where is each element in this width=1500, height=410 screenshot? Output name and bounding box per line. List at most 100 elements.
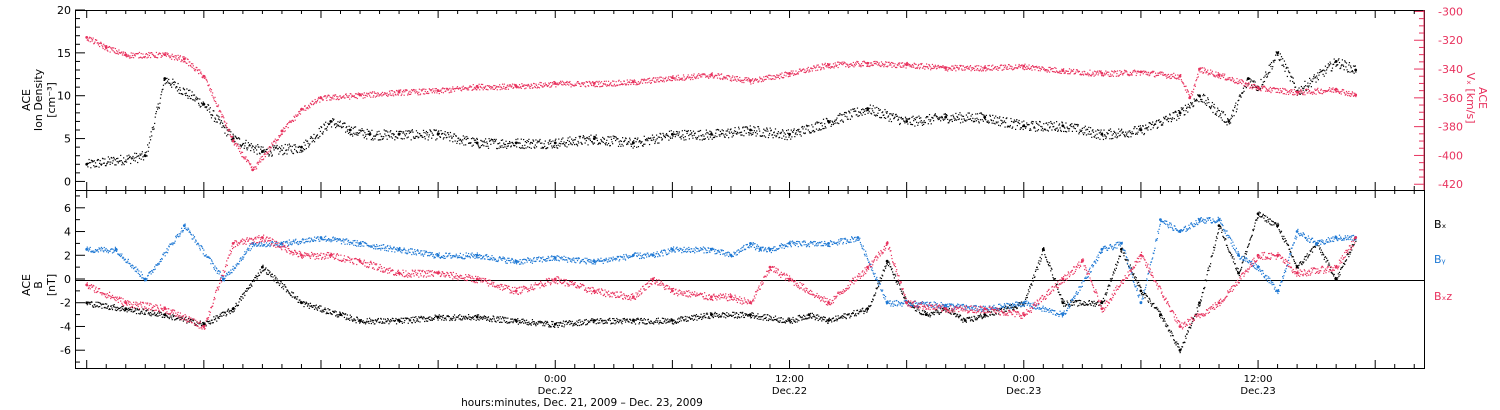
vx-series-dot — [1351, 91, 1353, 93]
vx-series-dot — [530, 83, 532, 85]
vx-series-dot — [1301, 91, 1303, 93]
vx-series-dot — [592, 81, 594, 83]
ion-density-series-dot — [896, 115, 898, 117]
vx-series-dot — [979, 69, 981, 72]
ion-density-series-dot — [949, 119, 952, 121]
ion-density-series-dot — [1085, 129, 1087, 131]
ion-density-series-dot — [506, 147, 508, 149]
vx-series-dot — [544, 82, 546, 84]
vx-series-dot — [476, 89, 478, 91]
vx-series-dot — [180, 60, 182, 63]
vx-series-dot — [1020, 65, 1023, 67]
vx-series-dot — [979, 68, 982, 70]
vx-series-dot — [420, 89, 422, 91]
ion-density-series-dot — [172, 81, 175, 83]
vx-series-dot — [422, 88, 424, 90]
vx-series-dot — [911, 66, 913, 68]
vx-series-dot — [496, 89, 498, 91]
vx-series-dot — [263, 158, 265, 160]
vx-series-dot — [629, 79, 631, 81]
ion-density-series-dot — [130, 157, 132, 159]
ion-density-series-dot — [1009, 126, 1011, 128]
ion-density-series-dot — [889, 118, 891, 120]
vx-series-dot — [1203, 67, 1205, 69]
vx-series-dot — [1331, 91, 1333, 93]
vx-series-dot — [647, 78, 649, 80]
vx-series-dot — [405, 90, 407, 92]
bx-series-dot — [145, 310, 148, 312]
ion-density-series-dot — [1176, 119, 1178, 121]
ion-density-series-dot — [1207, 98, 1209, 101]
ion-density-series-dot — [1065, 122, 1067, 124]
vx-series-dot — [596, 85, 599, 88]
ion-density-series-point — [1354, 68, 1358, 72]
ion-density-series-dot — [930, 119, 932, 121]
ion-density-series-point — [905, 120, 909, 123]
ion-density-series-dot — [110, 161, 112, 163]
ion-density-series-dot — [1243, 90, 1245, 92]
ion-density-series-dot — [595, 136, 597, 139]
ion-density-series-dot — [996, 117, 999, 119]
vx-series-dot — [1240, 79, 1242, 81]
vx-series-dot — [1260, 90, 1262, 92]
ion-density-series-dot — [1030, 122, 1033, 124]
vx-series-dot — [1134, 71, 1136, 73]
ion-density-series-dot — [596, 137, 598, 139]
ion-density-series-dot — [701, 139, 703, 141]
vx-series-dot — [1258, 87, 1260, 89]
ion-density-series-dot — [404, 135, 406, 137]
vx-series-dot — [140, 52, 142, 55]
ion-density-series-dot — [458, 139, 460, 141]
vx-series-dot — [913, 66, 915, 68]
ion-density-series-dot — [135, 152, 138, 155]
vx-series-dot — [574, 83, 576, 85]
top-left-tick-label: 0 — [64, 175, 71, 188]
vx-series-dot — [1279, 92, 1281, 94]
vx-series-dot — [496, 85, 498, 88]
ion-density-series-dot — [1262, 81, 1264, 83]
ion-density-series-dot — [933, 120, 935, 122]
ion-density-series-dot — [780, 131, 782, 133]
ion-density-series-dot — [1068, 130, 1070, 132]
vx-series-dot — [1227, 77, 1229, 79]
ion-density-series-dot — [651, 139, 653, 142]
vx-series-dot — [223, 117, 225, 119]
vx-series-dot — [1182, 82, 1184, 84]
ion-density-series-dot — [332, 119, 334, 121]
ion-density-series-dot — [822, 128, 824, 130]
ion-density-series-dot — [138, 155, 140, 157]
ion-density-series-dot — [745, 132, 747, 134]
vx-series-dot — [596, 80, 598, 83]
vx-series-dot — [308, 104, 310, 106]
ion-density-series-dot — [1269, 71, 1271, 74]
vx-series-dot — [1197, 76, 1199, 78]
vx-series-dot — [531, 84, 533, 86]
ion-density-series-dot — [194, 100, 196, 102]
ion-density-series-dot — [1273, 61, 1275, 63]
ion-density-series-dot — [1329, 61, 1331, 63]
ion-density-series-dot — [959, 112, 961, 114]
ion-density-series-dot — [1029, 129, 1031, 131]
ion-density-series-dot — [817, 129, 819, 131]
vx-series-dot — [771, 75, 773, 77]
vx-series-dot — [631, 81, 634, 83]
vx-series-dot — [681, 77, 683, 79]
ion-density-series-dot — [866, 109, 869, 112]
top-right-tick-label: -400 — [1438, 149, 1463, 162]
bx-series-dot — [160, 312, 162, 314]
bx-series-dot — [128, 308, 131, 311]
vx-series-dot — [911, 63, 914, 66]
vx-series-dot — [836, 61, 839, 63]
ion-density-series-dot — [770, 129, 772, 131]
ion-density-series-dot — [1171, 118, 1173, 121]
vx-series-dot — [1007, 68, 1009, 70]
vx-series-dot — [971, 67, 973, 69]
ion-density-series-dot — [1170, 117, 1172, 120]
ion-density-series-dot — [975, 113, 977, 115]
vx-series-dot — [277, 139, 279, 141]
vx-series-dot — [661, 80, 664, 83]
ion-density-series-dot — [96, 165, 98, 168]
ion-density-series-dot — [311, 137, 313, 139]
vx-series-dot — [89, 41, 91, 43]
vx-series-dot — [490, 88, 492, 90]
